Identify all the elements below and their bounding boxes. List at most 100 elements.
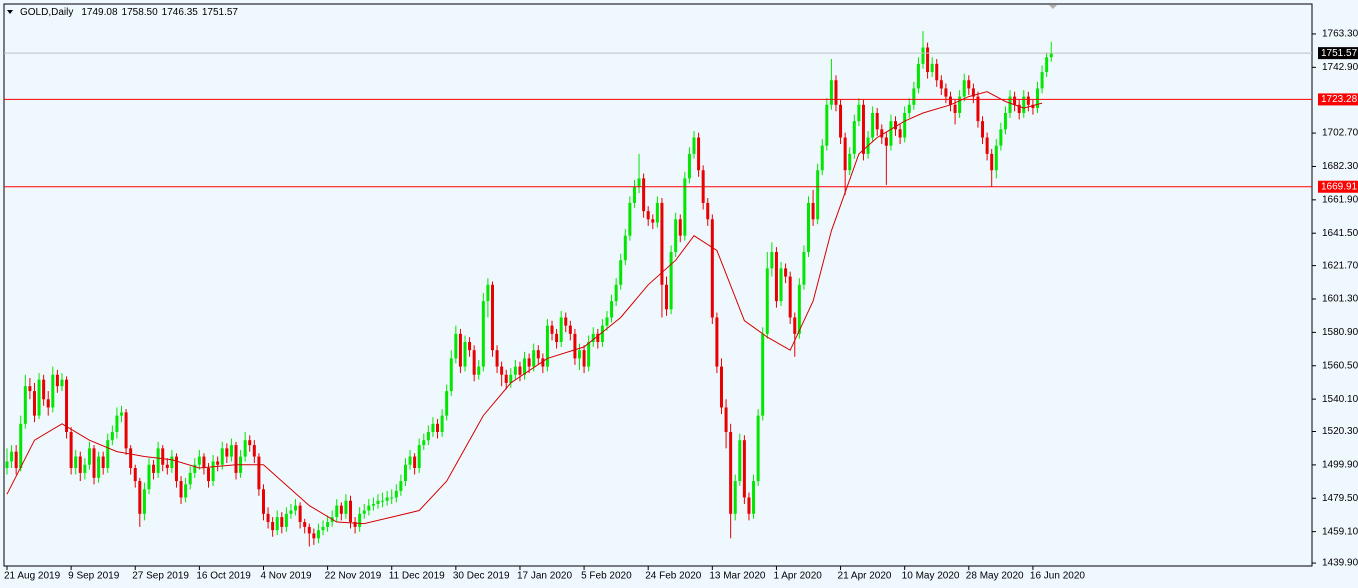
symbol: GOLD,Daily [20, 7, 73, 18]
candle-body [83, 464, 87, 473]
candle-body [935, 63, 939, 81]
candle-body [42, 379, 46, 400]
candle-body [632, 186, 636, 203]
candle-body [486, 284, 490, 302]
candle-body [614, 284, 618, 302]
candle-body [706, 202, 710, 220]
candle-body [834, 80, 838, 105]
candle-body [46, 399, 50, 408]
candle-body [660, 202, 664, 285]
y-tick-label: 1459.10 [1322, 526, 1358, 537]
candle-body [133, 467, 137, 482]
candle-body [87, 448, 91, 465]
candle-body [825, 104, 829, 146]
candle-body [271, 521, 275, 531]
y-tick-label: 1520.30 [1322, 426, 1358, 437]
menu-triangle [7, 10, 13, 14]
candle-body [275, 517, 279, 531]
candle-body [669, 252, 673, 310]
candle-body [115, 415, 119, 433]
candle-body [981, 121, 985, 138]
candle-body [953, 104, 957, 113]
candle-body [1045, 57, 1049, 73]
candle-body [390, 497, 394, 499]
candle-body [555, 333, 559, 343]
x-tick-label: 4 Nov 2019 [260, 571, 312, 582]
price-label: 1669.91 [1321, 181, 1358, 192]
y-tick-label: 1702.70 [1322, 128, 1358, 139]
candle-body [619, 260, 623, 285]
candle-body [51, 374, 55, 408]
candle-body [605, 317, 609, 326]
candle-body [371, 503, 375, 506]
y-tick-label: 1682.30 [1322, 161, 1358, 172]
candle-body [665, 284, 669, 310]
candle-body [802, 252, 806, 285]
candle-body [683, 178, 687, 236]
candle-body [921, 47, 925, 64]
candle-body [733, 481, 737, 514]
candle-body [422, 440, 426, 446]
candle-body [747, 497, 751, 514]
candle-body [1031, 104, 1035, 109]
candle-body [399, 481, 403, 491]
candle-body [362, 510, 366, 514]
candle-body [248, 440, 252, 446]
price-label-box [1318, 47, 1358, 60]
candle-body [358, 513, 362, 527]
candle-body [32, 391, 36, 416]
header-value: 1749.08 [81, 7, 118, 18]
candle-body [408, 456, 412, 465]
candle-body [871, 112, 875, 138]
candle-body [715, 317, 719, 367]
header-value: 1751.57 [202, 7, 239, 18]
candle-body [674, 219, 678, 253]
x-tick-label: 10 May 2020 [902, 571, 960, 582]
candle-body [990, 153, 994, 171]
candle-body [284, 513, 288, 527]
candle-body [939, 80, 943, 89]
candle-body [454, 333, 458, 359]
x-tick-label: 27 Sep 2019 [132, 571, 189, 582]
y-tick-label: 1499.90 [1322, 460, 1358, 471]
candle-body [303, 521, 307, 527]
candle-body [426, 432, 430, 441]
candle-body [316, 530, 320, 539]
candle-body [843, 137, 847, 171]
candle-body [106, 440, 110, 468]
candle-body [312, 533, 316, 539]
candle-body [353, 521, 357, 527]
candle-body [211, 461, 215, 482]
candle-body [385, 497, 389, 501]
candle-body [289, 510, 293, 514]
candle-body [280, 517, 284, 527]
candle-body [339, 505, 343, 514]
candle-body [468, 342, 472, 351]
candle-body [903, 112, 907, 138]
candle-body [394, 490, 398, 498]
candle-body [436, 423, 440, 433]
candle-body [170, 456, 174, 468]
candle-body [994, 145, 998, 171]
candle-body [28, 386, 32, 392]
candle-body [1003, 112, 1007, 130]
candle-body [5, 461, 9, 468]
candle-body [65, 379, 69, 433]
candle-body [440, 415, 444, 433]
candle-body [573, 333, 577, 359]
candle-body [37, 379, 41, 416]
candle-body [857, 104, 861, 122]
candle-body [202, 456, 206, 468]
candle-body [550, 325, 554, 334]
candle-body [138, 481, 142, 514]
candle-body [861, 104, 865, 154]
candle-body [829, 80, 833, 105]
candle-body [774, 252, 778, 302]
candle-body [23, 386, 27, 424]
candle-body [19, 423, 23, 468]
candle-body [907, 104, 911, 113]
candle-body [536, 350, 540, 359]
candle-body [527, 358, 531, 367]
price-label: 1751.57 [1321, 48, 1358, 59]
